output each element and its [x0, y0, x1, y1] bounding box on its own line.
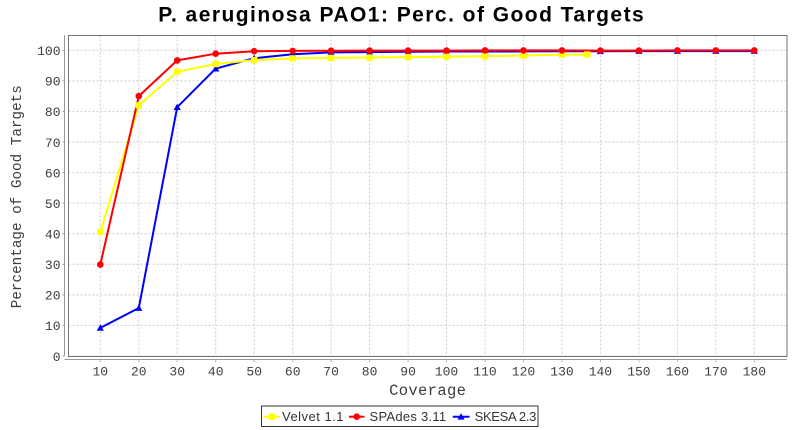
- svg-text:30: 30: [45, 258, 61, 273]
- svg-text:Percentage of Good Targets: Percentage of Good Targets: [10, 85, 26, 308]
- svg-text:110: 110: [473, 364, 496, 379]
- svg-text:70: 70: [323, 364, 339, 379]
- svg-text:130: 130: [550, 364, 573, 379]
- svg-text:150: 150: [627, 364, 650, 379]
- svg-text:50: 50: [246, 364, 262, 379]
- svg-text:160: 160: [666, 364, 689, 379]
- svg-text:0: 0: [53, 350, 61, 365]
- svg-text:40: 40: [208, 364, 224, 379]
- svg-text:Velvet 1.1: Velvet 1.1: [282, 409, 344, 424]
- svg-text:60: 60: [45, 166, 61, 181]
- svg-text:P. aeruginosa PAO1: Perc. of G: P. aeruginosa PAO1: Perc. of Good Target…: [158, 3, 645, 26]
- svg-text:100: 100: [435, 364, 458, 379]
- svg-text:SKESA 2.3: SKESA 2.3: [475, 409, 537, 424]
- svg-text:20: 20: [131, 364, 147, 379]
- svg-text:180: 180: [743, 364, 766, 379]
- svg-text:20: 20: [45, 289, 61, 304]
- svg-text:70: 70: [45, 136, 61, 151]
- svg-text:170: 170: [704, 364, 727, 379]
- svg-text:90: 90: [45, 75, 61, 90]
- svg-text:30: 30: [169, 364, 185, 379]
- svg-text:140: 140: [589, 364, 612, 379]
- svg-text:50: 50: [45, 197, 61, 212]
- svg-text:SPAdes 3.11: SPAdes 3.11: [370, 409, 447, 424]
- svg-text:90: 90: [400, 364, 416, 379]
- svg-text:10: 10: [92, 364, 108, 379]
- svg-text:80: 80: [45, 105, 61, 120]
- svg-text:40: 40: [45, 228, 61, 243]
- svg-text:80: 80: [362, 364, 378, 379]
- svg-text:120: 120: [512, 364, 535, 379]
- svg-text:Coverage: Coverage: [389, 382, 466, 400]
- svg-text:100: 100: [37, 44, 60, 59]
- svg-text:10: 10: [45, 319, 61, 334]
- svg-text:60: 60: [285, 364, 301, 379]
